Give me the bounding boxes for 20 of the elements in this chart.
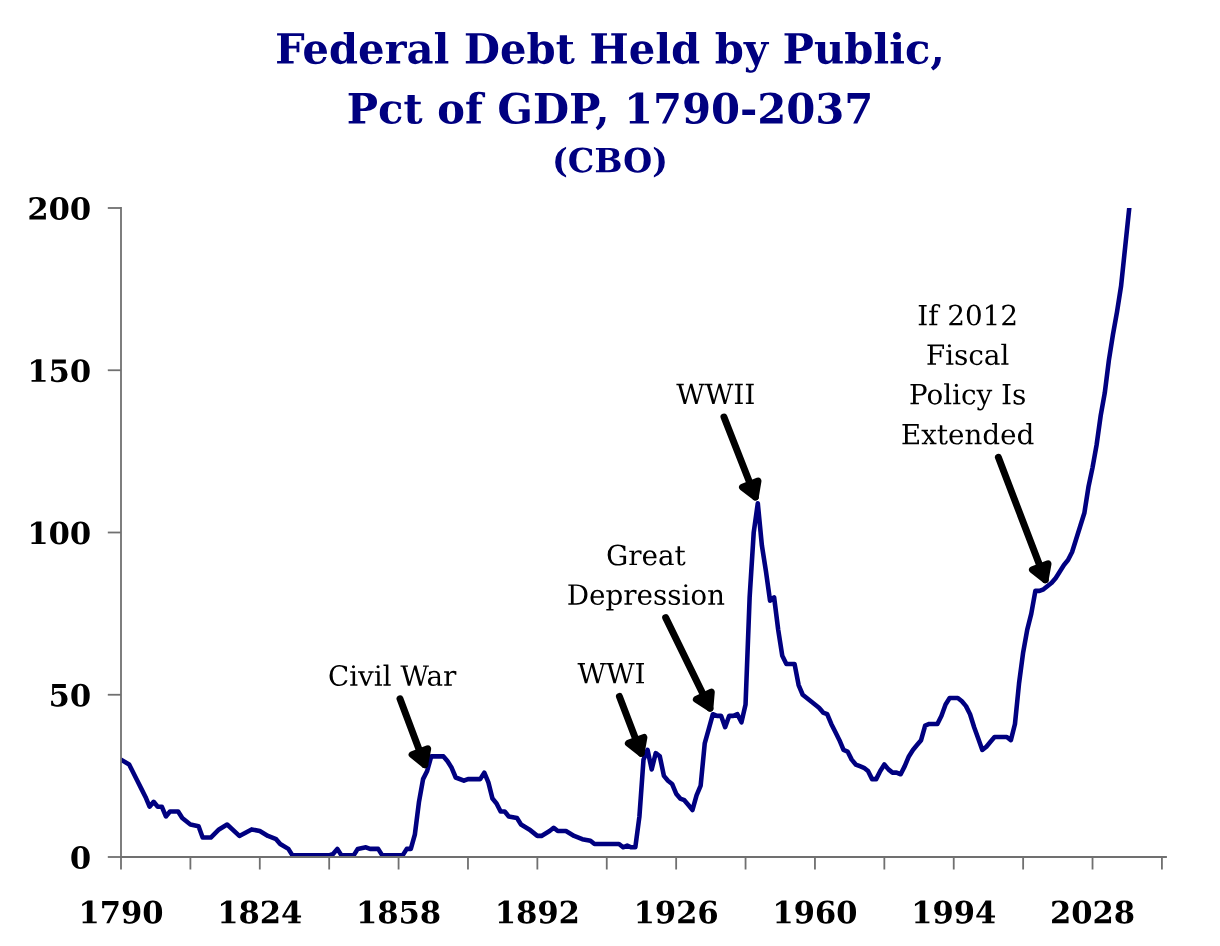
y-tick-label: 50 <box>51 683 90 707</box>
x-tick-label: 1960 <box>776 900 857 924</box>
annotation: WWI <box>577 663 645 684</box>
x-tick-label: 1926 <box>637 900 718 924</box>
y-tick-label: 200 <box>29 196 90 221</box>
annotation: If 2012 Fiscal Policy Is Extended <box>902 304 1034 445</box>
chart-subtitle: (CBO) <box>555 146 665 178</box>
x-tick-label: 1994 <box>914 900 996 924</box>
x-tick-label: 1790 <box>82 900 163 924</box>
annotation: Civil War <box>329 664 457 687</box>
x-tick-label: 2028 <box>1052 900 1134 924</box>
y-tick-label: 100 <box>31 521 90 545</box>
x-tick-label: 1824 <box>221 900 302 924</box>
annotation: WWII <box>676 383 754 404</box>
y-tick-label: 150 <box>31 359 90 383</box>
y-tick-label: 0 <box>71 845 90 870</box>
x-tick-label: 1858 <box>359 900 440 924</box>
annotation: Great Depression <box>568 544 725 611</box>
x-tick-label: 1892 <box>498 900 578 924</box>
chart-title: Federal Debt Held by Public, Pct of GDP, 1790-2037 <box>277 31 941 131</box>
